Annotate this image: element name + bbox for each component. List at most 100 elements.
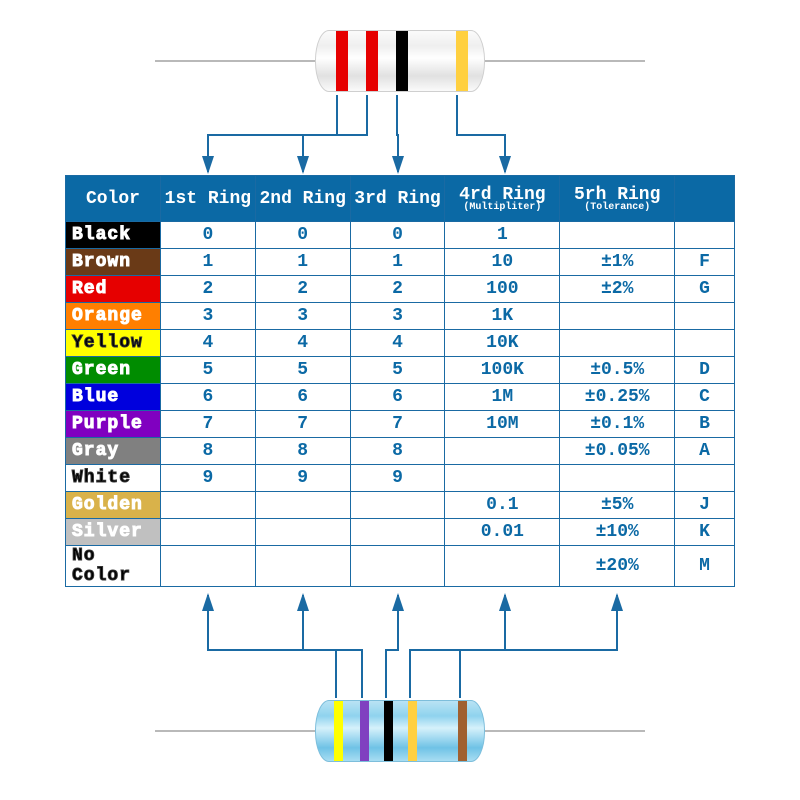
col-header: Color (66, 176, 161, 222)
cell: ±20% (560, 546, 675, 587)
cell (350, 492, 445, 519)
cell: 8 (255, 438, 350, 465)
cell: 4 (255, 330, 350, 357)
cell (560, 303, 675, 330)
resistor-body (315, 700, 485, 762)
cell: 4 (350, 330, 445, 357)
color-label: Red (66, 276, 161, 303)
cell: 6 (160, 384, 255, 411)
cell: 9 (350, 465, 445, 492)
table-row: Yellow44410K (66, 330, 735, 357)
col-header: 1st Ring (160, 176, 255, 222)
cell: 1 (255, 249, 350, 276)
table-row: Brown11110±1%F (66, 249, 735, 276)
cell: M (675, 546, 735, 587)
cell: 7 (350, 411, 445, 438)
table-row: Green555100K±0.5%D (66, 357, 735, 384)
color-label: No Color (66, 546, 161, 587)
resistor-bottom (315, 700, 485, 762)
table-row: Blue6661M±0.25%C (66, 384, 735, 411)
cell (255, 546, 350, 587)
cell: 1M (445, 384, 560, 411)
cell: 0.1 (445, 492, 560, 519)
color-label: Blue (66, 384, 161, 411)
table-row: Orange3331K (66, 303, 735, 330)
resistor-band (384, 701, 393, 761)
resistor-band (396, 31, 408, 91)
col-header: 4rd Ring(Multipliter) (445, 176, 560, 222)
cell: ±0.1% (560, 411, 675, 438)
cell: 8 (160, 438, 255, 465)
cell (350, 519, 445, 546)
cell: 10 (445, 249, 560, 276)
cell: F (675, 249, 735, 276)
cell: 9 (255, 465, 350, 492)
resistor-band (458, 701, 467, 761)
col-header: 5rh Ring(Tolerance) (560, 176, 675, 222)
resistor-band (336, 31, 348, 91)
table-row: Golden0.1±5%J (66, 492, 735, 519)
cell (255, 492, 350, 519)
color-label: Black (66, 222, 161, 249)
cell: 10K (445, 330, 560, 357)
cell: 3 (255, 303, 350, 330)
resistor-lead (155, 730, 315, 732)
cell (160, 546, 255, 587)
cell: 5 (160, 357, 255, 384)
color-label: Gray (66, 438, 161, 465)
cell (160, 519, 255, 546)
resistor-lead (485, 730, 645, 732)
cell: 10M (445, 411, 560, 438)
cell (350, 546, 445, 587)
cell: A (675, 438, 735, 465)
cell: 1 (160, 249, 255, 276)
resistor-band (456, 31, 468, 91)
cell: 2 (160, 276, 255, 303)
cell (560, 465, 675, 492)
table-row: Silver0.01±10%K (66, 519, 735, 546)
table-row: Gray888±0.05%A (66, 438, 735, 465)
cell: 100K (445, 357, 560, 384)
cell (445, 438, 560, 465)
table-body: Black0001Brown11110±1%FRed222100±2%GOran… (66, 222, 735, 587)
cell: ±2% (560, 276, 675, 303)
cell: 6 (350, 384, 445, 411)
color-label: Yellow (66, 330, 161, 357)
cell (560, 330, 675, 357)
cell: 9 (160, 465, 255, 492)
resistor-body (315, 30, 485, 92)
cell: D (675, 357, 735, 384)
table-row: No Color ±20%M (66, 546, 735, 587)
cell: 7 (160, 411, 255, 438)
cell: ±0.5% (560, 357, 675, 384)
resistor-band (360, 701, 369, 761)
cell: ±5% (560, 492, 675, 519)
table-row: Black0001 (66, 222, 735, 249)
cell (255, 519, 350, 546)
resistor-band (408, 701, 417, 761)
cell: 7 (255, 411, 350, 438)
resistor-lead (155, 60, 315, 62)
resistor-band (366, 31, 378, 91)
cell: 3 (160, 303, 255, 330)
cell: ±0.05% (560, 438, 675, 465)
cell: 5 (350, 357, 445, 384)
cell (675, 465, 735, 492)
cell: 0 (350, 222, 445, 249)
table-row: White999 (66, 465, 735, 492)
cell: ±10% (560, 519, 675, 546)
cell (445, 546, 560, 587)
cell: 6 (255, 384, 350, 411)
resistor-top (315, 30, 485, 92)
color-label: Purple (66, 411, 161, 438)
cell: 1 (445, 222, 560, 249)
cell: 4 (160, 330, 255, 357)
cell: 0 (160, 222, 255, 249)
color-label: White (66, 465, 161, 492)
cell: 1K (445, 303, 560, 330)
table-header-row: Color1st Ring2nd Ring3rd Ring4rd Ring(Mu… (66, 176, 735, 222)
cell: 2 (350, 276, 445, 303)
cell (675, 222, 735, 249)
color-label: Orange (66, 303, 161, 330)
cell (160, 492, 255, 519)
